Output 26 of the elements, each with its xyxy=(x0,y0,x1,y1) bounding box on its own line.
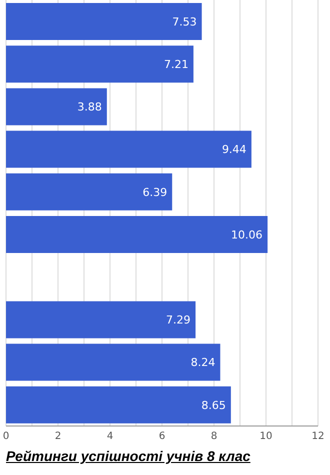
bar xyxy=(6,46,194,83)
x-tick-label: 12 xyxy=(312,431,324,442)
data-label: 7.29 xyxy=(166,314,191,327)
data-label: 10.06 xyxy=(231,228,263,242)
bar xyxy=(6,88,107,126)
bar xyxy=(6,173,172,210)
x-tick-label: 10 xyxy=(260,431,272,442)
bar xyxy=(6,386,231,424)
x-tick-label: 0 xyxy=(2,431,10,442)
data-label: 7.53 xyxy=(172,15,197,28)
data-label: 9.44 xyxy=(222,143,246,156)
data-label: 8.65 xyxy=(201,398,226,412)
x-tick-label: 8 xyxy=(210,431,218,442)
bar xyxy=(6,3,202,40)
data-label: 3.88 xyxy=(77,100,102,114)
text: Рейтинги успішності учнів 8 клас xyxy=(5,448,252,464)
data-label: 8.24 xyxy=(190,356,216,370)
bar xyxy=(6,216,268,253)
bar xyxy=(6,344,220,381)
x-tick-label: 4 xyxy=(106,431,114,442)
bar xyxy=(6,130,252,168)
x-tick-label: 2 xyxy=(54,431,62,442)
data-label: 6.39 xyxy=(142,186,168,199)
x-tick-label: 6 xyxy=(158,431,166,442)
data-label: 7.21 xyxy=(164,58,188,72)
bar xyxy=(6,301,196,338)
